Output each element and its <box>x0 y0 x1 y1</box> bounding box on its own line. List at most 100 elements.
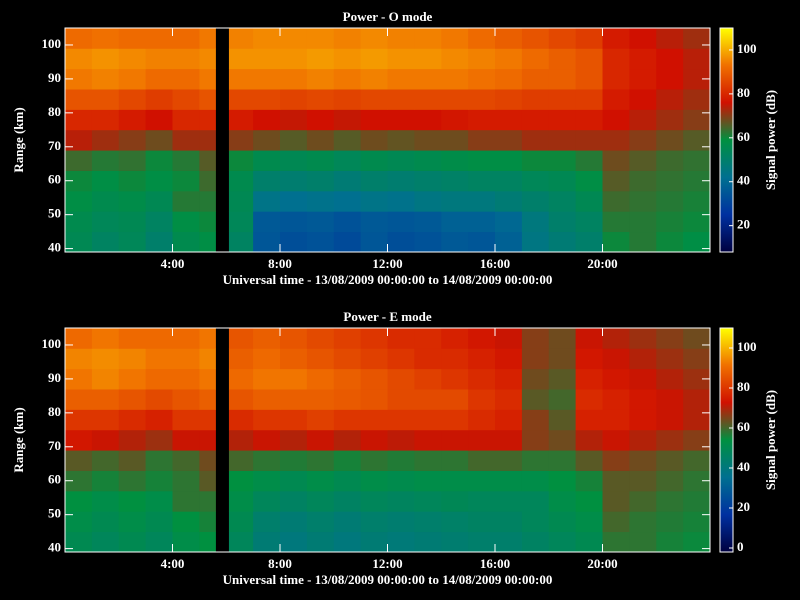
heatmap-cell <box>468 68 496 90</box>
heatmap-cell <box>683 190 711 212</box>
heatmap-cell <box>228 170 254 192</box>
heatmap-cell <box>602 129 630 151</box>
heatmap-cell <box>629 531 657 553</box>
heatmap-cell <box>521 170 550 192</box>
heatmap-cell <box>253 109 281 131</box>
heatmap-cell <box>199 368 216 390</box>
heatmap-cell <box>683 231 711 253</box>
heatmap-cell <box>387 490 415 512</box>
heatmap-cell <box>656 490 684 512</box>
heatmap-cell <box>548 190 577 212</box>
heatmap-cell <box>91 511 120 533</box>
colorbar-label: Signal power (dB) <box>763 90 778 190</box>
heatmap-cell <box>629 450 657 471</box>
colorbar-tick-label: 20 <box>737 217 750 232</box>
heatmap-cell <box>199 409 216 431</box>
heatmap-cell <box>280 48 308 70</box>
heatmap-cell <box>602 470 630 492</box>
heatmap-cell <box>495 150 523 171</box>
heatmap-cell <box>333 150 362 171</box>
heatmap-cell <box>414 409 442 431</box>
heatmap-cell <box>306 450 335 471</box>
heatmap-cell <box>91 231 120 253</box>
heatmap-cell <box>360 389 388 410</box>
heatmap-cell <box>228 150 254 171</box>
heatmap-cell <box>172 211 200 233</box>
heatmap-cell <box>521 368 550 390</box>
heatmap-cell <box>414 28 442 49</box>
heatmap-cell <box>441 490 469 512</box>
heatmap-cell <box>228 89 254 110</box>
heatmap-cell <box>495 68 523 90</box>
heatmap-cell <box>575 490 603 512</box>
heatmap-cell <box>548 531 577 553</box>
heatmap-cell <box>172 109 200 131</box>
heatmap-cell <box>441 531 469 553</box>
heatmap-cell <box>468 368 496 390</box>
y-tick-label: 70 <box>48 438 61 453</box>
heatmap-cell <box>387 429 415 451</box>
heatmap-cell <box>145 28 173 49</box>
x-axis-label: Universal time - 13/08/2009 00:00:00 to … <box>223 572 553 587</box>
heatmap-cell <box>199 348 216 370</box>
heatmap-cell <box>602 28 630 49</box>
heatmap-cell <box>280 150 308 171</box>
heatmap-cell <box>306 470 335 492</box>
heatmap-cell <box>468 490 496 512</box>
heatmap-cell <box>387 190 415 212</box>
heatmap-cell <box>360 490 388 512</box>
heatmap-cell <box>145 150 173 171</box>
heatmap-cell <box>387 68 415 90</box>
heatmap-cell <box>306 129 335 151</box>
heatmap-cell <box>602 429 630 451</box>
x-tick-label: 12:00 <box>372 556 402 571</box>
heatmap-cell <box>468 409 496 431</box>
heatmap-cell <box>441 190 469 212</box>
y-tick-label: 60 <box>48 172 61 187</box>
heatmap-cell <box>280 170 308 192</box>
heatmap-cell <box>575 328 603 349</box>
heatmap-cell <box>656 348 684 370</box>
heatmap-cell <box>253 170 281 192</box>
heatmap-cell <box>118 89 147 110</box>
y-tick-label: 100 <box>42 36 62 51</box>
heatmap-cell <box>629 68 657 90</box>
heatmap-cell <box>145 231 173 253</box>
heatmap-cell <box>414 429 442 451</box>
heatmap-cell <box>656 68 684 90</box>
heatmap-cell <box>145 190 173 212</box>
heatmap-cell <box>306 368 335 390</box>
heatmap-cell <box>468 389 496 410</box>
heatmap-cell <box>228 389 254 410</box>
x-tick-label: 16:00 <box>480 556 510 571</box>
heatmap-cell <box>602 150 630 171</box>
heatmap-cell <box>548 129 577 151</box>
heatmap-cell <box>145 429 173 451</box>
heatmap-cell <box>521 231 550 253</box>
heatmap-cell <box>521 150 550 171</box>
heatmap-cell <box>91 531 120 553</box>
heatmap-cell <box>521 409 550 431</box>
heatmap-cell <box>602 450 630 471</box>
heatmap-cell <box>199 429 216 451</box>
heatmap-cell <box>253 129 281 151</box>
heatmap-cell <box>521 389 550 410</box>
heatmap-cell <box>495 470 523 492</box>
heatmap-cell <box>602 89 630 110</box>
heatmap-cell <box>468 450 496 471</box>
heatmap-cell <box>683 450 711 471</box>
heatmap-cell <box>91 211 120 233</box>
heatmap-cell <box>333 129 362 151</box>
heatmap-cell <box>333 28 362 49</box>
heatmap-cell <box>414 231 442 253</box>
heatmap-cell <box>172 28 200 49</box>
heatmap-cell <box>228 490 254 512</box>
heatmap-cell <box>495 409 523 431</box>
x-tick-label: 8:00 <box>268 256 292 271</box>
colorbar-tick-label: 40 <box>737 459 750 474</box>
heatmap-cell <box>683 28 711 49</box>
heatmap-cell <box>280 409 308 431</box>
heatmap-cell <box>280 490 308 512</box>
heatmap-cell <box>65 511 93 533</box>
